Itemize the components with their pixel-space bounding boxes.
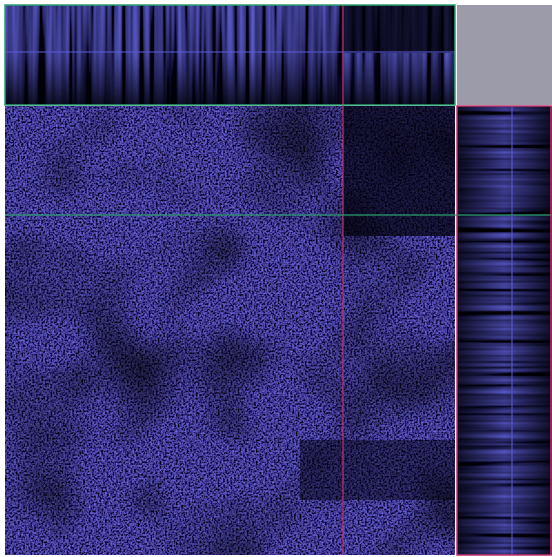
- dark-region: [343, 106, 455, 236]
- orthogonal-view: [0, 0, 552, 557]
- right-panel-fade: [457, 106, 552, 555]
- dark-region: [343, 5, 455, 53]
- page: [0, 0, 552, 557]
- dark-region: [300, 440, 455, 500]
- corner-panel: [457, 5, 552, 105]
